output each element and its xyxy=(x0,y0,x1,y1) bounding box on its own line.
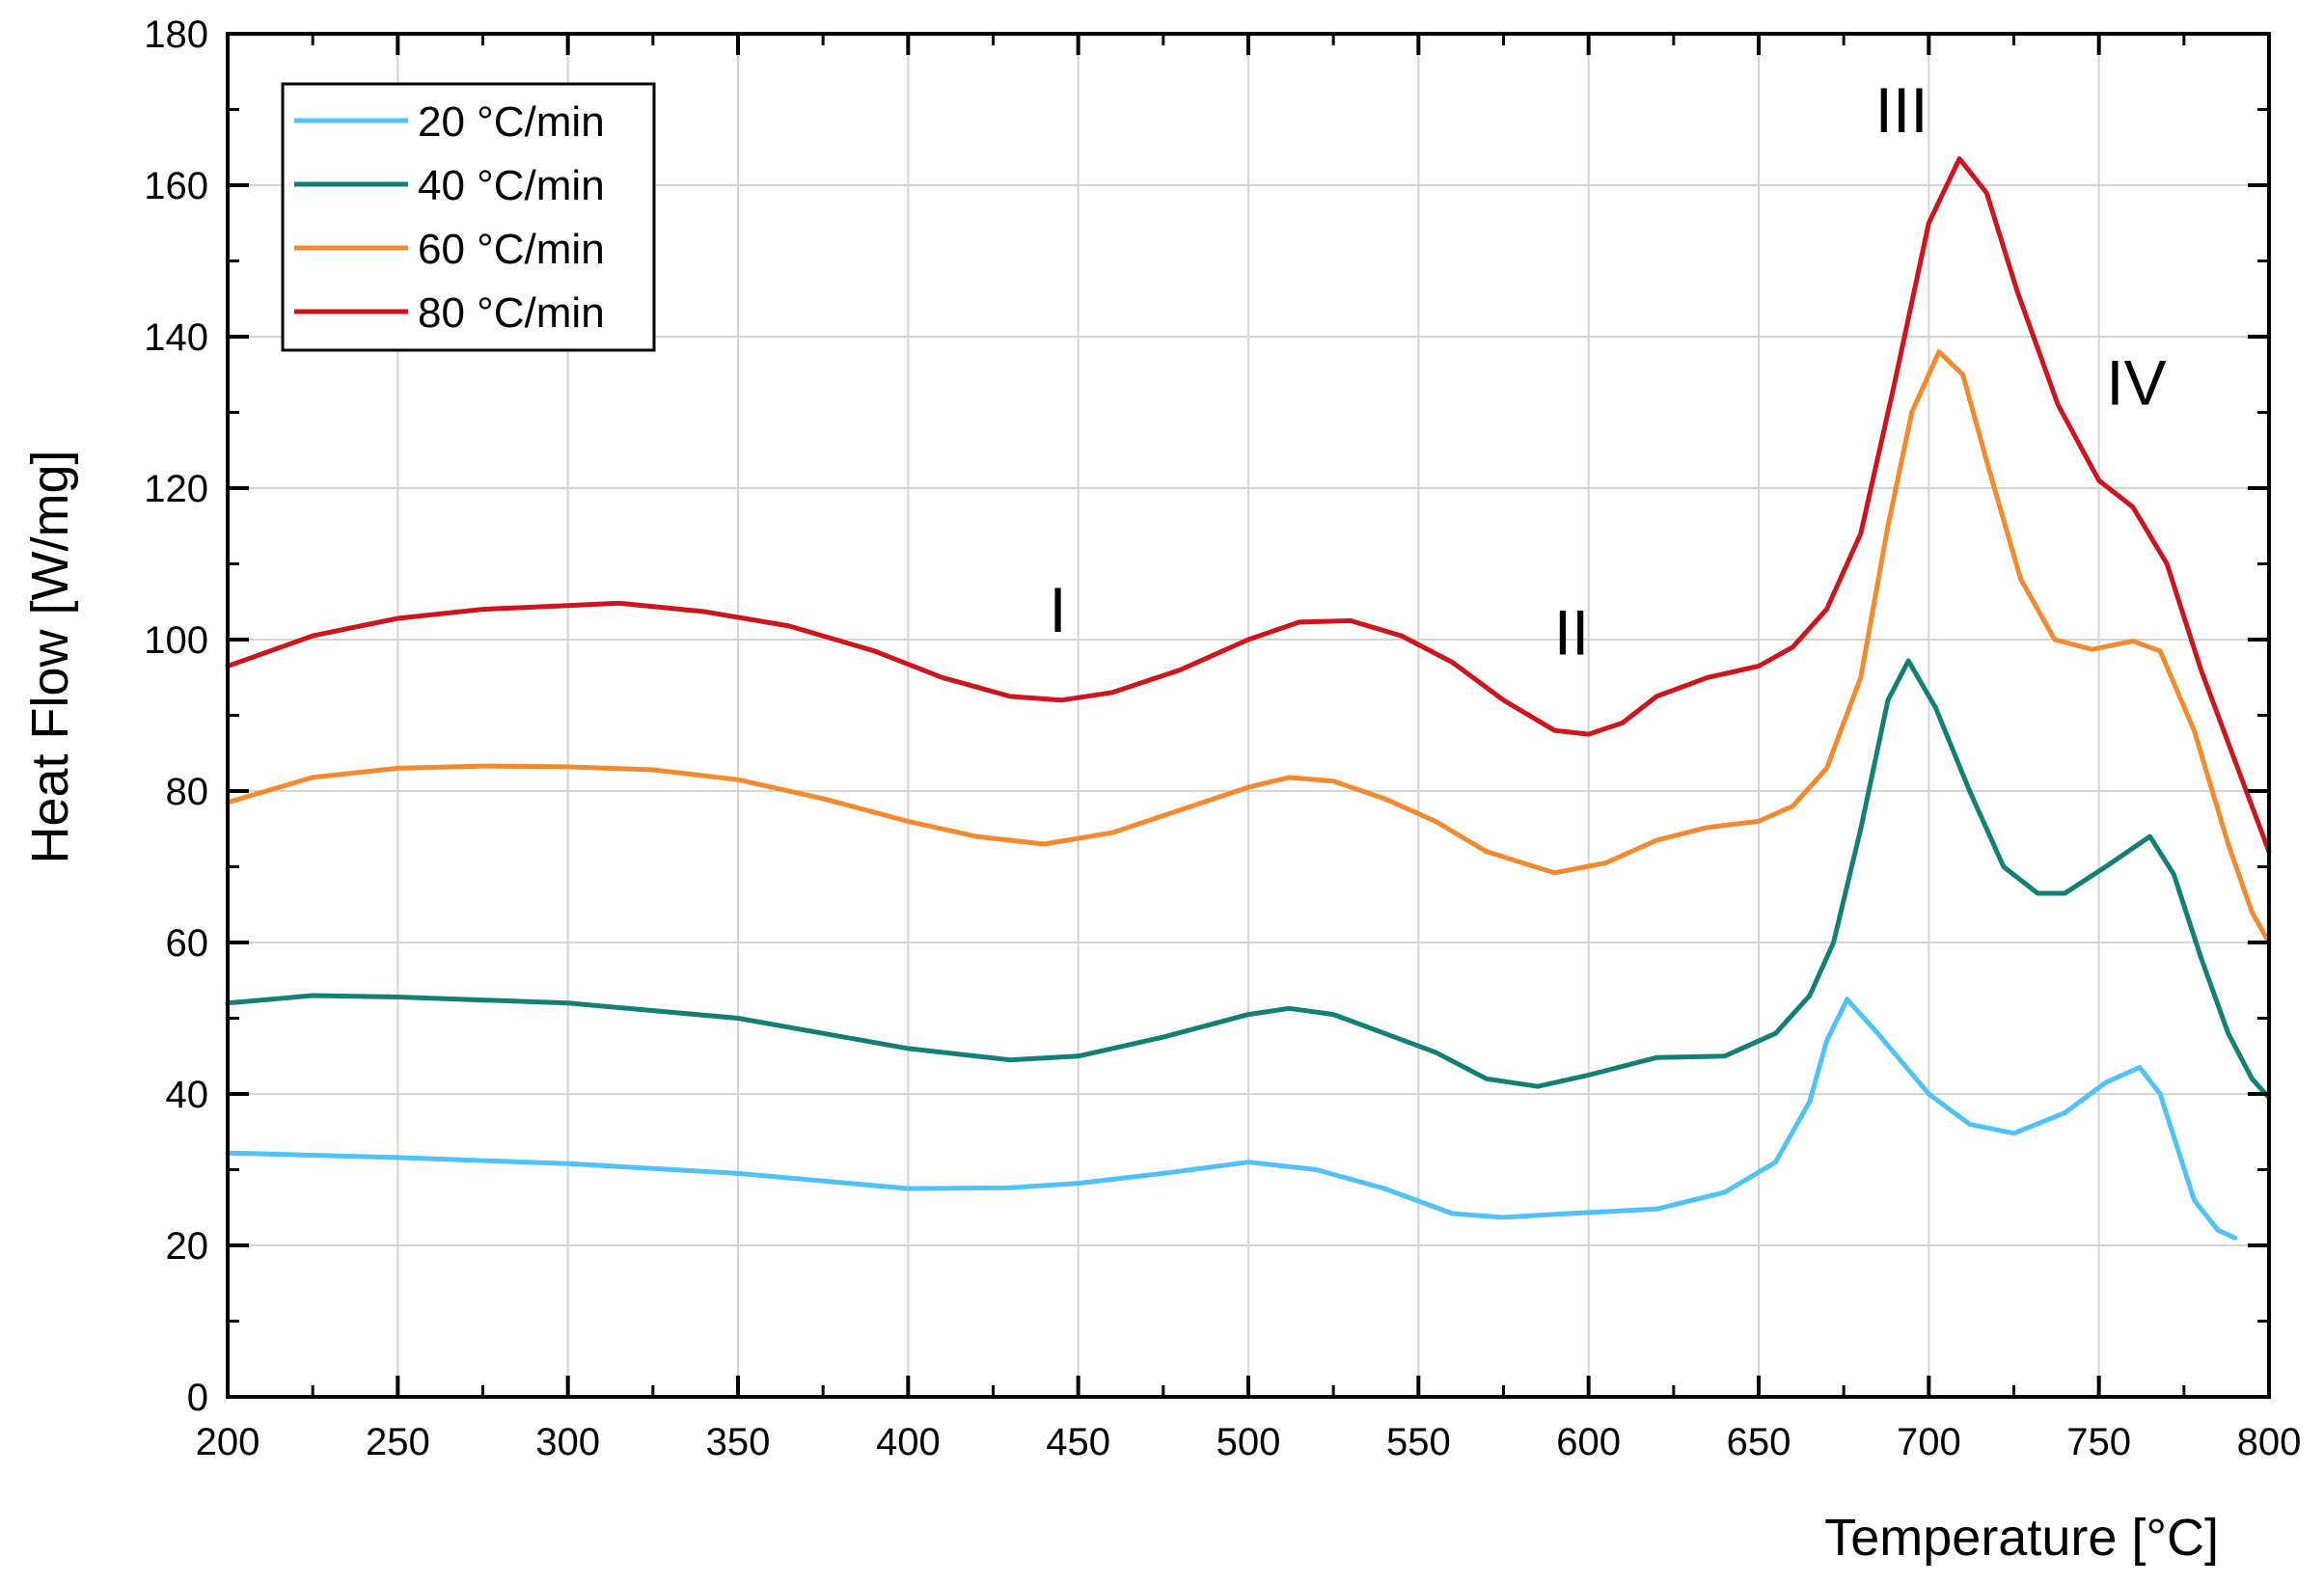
x-tick-label: 200 xyxy=(196,1421,260,1463)
y-tick-label: 180 xyxy=(144,14,208,56)
series-line xyxy=(225,658,2272,1101)
y-tick-label: 0 xyxy=(187,1377,208,1419)
y-tick-label: 60 xyxy=(166,922,209,965)
series-line xyxy=(225,997,2238,1241)
y-tick-label: 100 xyxy=(144,619,208,662)
legend-label: 80 °C/min xyxy=(418,289,605,337)
y-axis-title: Heat Flow [W/mg] xyxy=(21,450,79,863)
x-tick-label: 600 xyxy=(1556,1421,1621,1463)
peak-annotation: IV xyxy=(2106,347,2166,419)
tick-labels: 200 250 300 350 400 450 500 550 600 650 700 750 800 0… xyxy=(144,14,2301,1463)
axes xyxy=(226,32,2271,1399)
x-tick-label: 250 xyxy=(366,1421,430,1463)
x-tick-label: 800 xyxy=(2237,1421,2302,1463)
x-tick-label: 450 xyxy=(1046,1421,1110,1463)
y-tick-label: 120 xyxy=(144,468,208,510)
legend-box xyxy=(281,82,656,352)
y-tick-label: 20 xyxy=(166,1225,209,1268)
peak-annotation: III xyxy=(1875,74,1928,146)
x-tick-label: 750 xyxy=(2066,1421,2131,1463)
x-axis-title: Temperature [°C] xyxy=(1824,1509,2219,1567)
x-tick-label: 350 xyxy=(706,1421,771,1463)
x-tick-label: 650 xyxy=(1727,1421,1791,1463)
legend-label: 60 °C/min xyxy=(418,226,605,273)
x-tick-label: 300 xyxy=(535,1421,600,1463)
y-tick-label: 140 xyxy=(144,316,208,359)
x-tick-label: 500 xyxy=(1217,1421,1281,1463)
peak-annotation: I xyxy=(1049,574,1066,645)
series-line xyxy=(225,156,2272,855)
legend-label: 40 °C/min xyxy=(418,162,605,209)
series-layer xyxy=(225,156,2272,1241)
peak-annotation: II xyxy=(1554,597,1590,669)
y-tick-label: 160 xyxy=(144,165,208,207)
x-tick-label: 400 xyxy=(876,1421,941,1463)
series-line xyxy=(225,349,2272,945)
x-tick-label: 550 xyxy=(1386,1421,1451,1463)
legend-label: 20 °C/min xyxy=(418,98,605,146)
legend: 20 °C/min 40 °C/min 60 °C/min 80 °C/min xyxy=(281,82,656,352)
y-tick-label: 40 xyxy=(166,1074,209,1116)
x-tick-label: 700 xyxy=(1897,1421,1961,1463)
y-tick-label: 80 xyxy=(166,771,209,813)
